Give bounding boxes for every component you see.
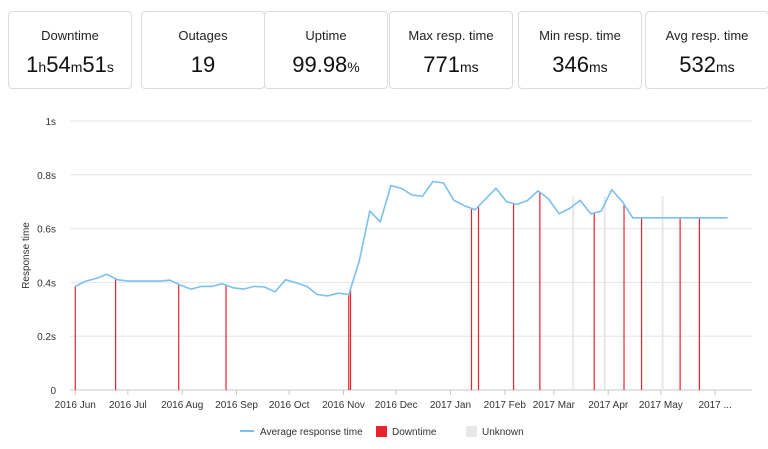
stat-value: 1h54m51s [26, 52, 114, 77]
x-tick-label: 2017 Feb [484, 400, 527, 411]
stat-card-max-resp-time: Max resp. time 771ms [389, 11, 513, 89]
stat-value: 19 [190, 52, 216, 77]
legend-label-unknown: Unknown [482, 427, 524, 438]
stat-card-min-resp-time: Min resp. time 346ms [518, 11, 642, 89]
stat-card-avg-resp-time: Avg resp. time 532ms [645, 11, 768, 89]
stat-label: Avg resp. time [665, 28, 749, 43]
legend-label-line: Average response time [260, 427, 363, 438]
x-tick-label: 2016 Dec [375, 400, 418, 411]
x-tick-label: 2016 Jun [55, 400, 96, 411]
x-tick-label: 2016 Aug [161, 400, 203, 411]
stat-value: 532ms [679, 52, 735, 77]
x-tick-label: 2016 Nov [322, 400, 365, 411]
x-tick-label: 2017 Apr [588, 400, 629, 411]
stats-cards: Downtime 1h54m51s Outages 19 Uptime 99.9… [0, 0, 768, 100]
y-tick-label: 0.8s [37, 171, 56, 182]
stat-label: Outages [178, 28, 228, 43]
y-axis-label: Response time [21, 222, 32, 289]
x-tick-label: 2017 ... [699, 400, 732, 411]
y-tick-label: 0 [50, 386, 56, 397]
legend-swatch-unknown [466, 426, 477, 437]
y-tick-label: 0.2s [37, 332, 56, 343]
x-tick-label: 2016 Oct [269, 400, 310, 411]
x-tick-label: 2017 Mar [533, 400, 576, 411]
stat-card-downtime: Downtime 1h54m51s [8, 11, 132, 89]
response-time-chart: 0 0.2s 0.4s 0.6s 0.8s 1s Response time 2016 Jun… [21, 117, 752, 438]
stat-card-uptime: Uptime 99.98% [264, 11, 388, 89]
x-tick-label: 2017 Jan [430, 400, 471, 411]
x-tick-label: 2016 Jul [109, 400, 147, 411]
stat-label: Downtime [41, 28, 99, 43]
legend-label-downtime: Downtime [392, 427, 437, 438]
x-tick-label: 2016 Sep [215, 400, 258, 411]
y-tick-label: 0.6s [37, 225, 56, 236]
x-tick-label: 2017 May [639, 400, 683, 411]
stat-label: Uptime [305, 28, 347, 43]
legend-swatch-downtime [376, 426, 387, 437]
stat-value: 346ms [552, 52, 608, 77]
y-tick-label: 1s [45, 117, 56, 128]
stat-card-outages: Outages 19 [141, 11, 265, 89]
stat-value: 771ms [423, 52, 479, 77]
series-line-average-response-time [74, 180, 728, 297]
stat-label: Max resp. time [408, 28, 494, 43]
stat-value: 99.98% [292, 52, 360, 77]
stat-label: Min resp. time [539, 28, 621, 43]
y-tick-label: 0.4s [37, 278, 56, 289]
